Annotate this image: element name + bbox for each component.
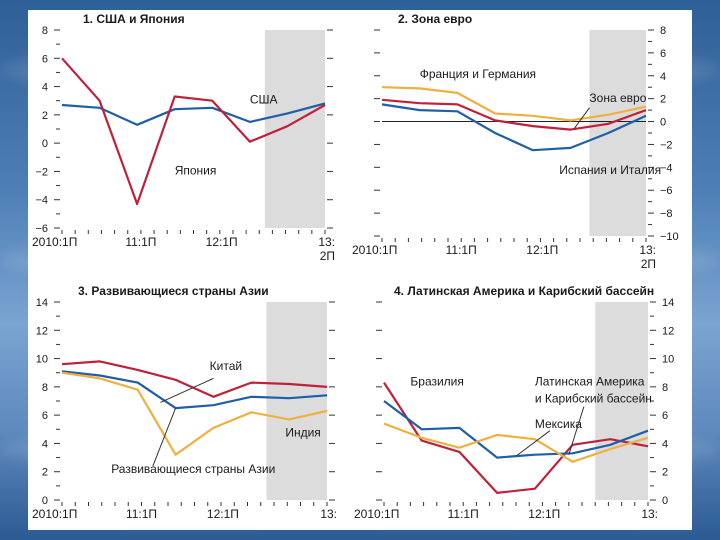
- y-tick-label: −6: [35, 223, 48, 235]
- x-tick-label: 11:1П: [125, 235, 156, 249]
- series-line-3: [61, 371, 328, 456]
- chart-title: 1. США и Япония: [83, 12, 185, 26]
- y-tick-label: 6: [42, 410, 48, 422]
- y-tick-label: 12: [662, 325, 674, 337]
- y-tick-label: 6: [660, 48, 666, 60]
- y-tick-label: −2: [35, 166, 48, 178]
- series-label: и Карибский бассейн: [535, 391, 652, 405]
- x-tick-label: 12:1П: [207, 507, 239, 521]
- leader-line: [160, 377, 214, 403]
- series-label: Китай: [210, 359, 242, 373]
- series-label: Латинская Америка: [535, 374, 645, 388]
- projection-shade: [589, 30, 646, 236]
- x-tick-label: 13:: [320, 507, 337, 521]
- series-line-2: [61, 57, 326, 206]
- x-tick-label: 12:1П: [526, 243, 558, 257]
- y-tick-label: 4: [42, 438, 48, 450]
- chart-title: 2. Зона евро: [398, 12, 472, 26]
- x-tick-label: 12:1П: [528, 507, 560, 521]
- y-tick-label: 8: [662, 382, 668, 394]
- series-label: Зона евро: [589, 91, 646, 105]
- y-tick-label: 8: [42, 382, 48, 394]
- series-line-2: [381, 98, 647, 131]
- chart-title: 3. Развивающиеся страны Азии: [78, 284, 269, 298]
- x-tick-label: 11:1П: [446, 243, 477, 257]
- series-label: США: [250, 93, 278, 107]
- x-tick-label: 11:1П: [126, 507, 157, 521]
- y-tick-label: 6: [662, 410, 668, 422]
- y-tick-label: 2: [42, 110, 48, 122]
- x-tick-label: 2П: [641, 257, 656, 271]
- x-tick-label: 12:1П: [206, 235, 238, 249]
- y-tick-label: 14: [36, 297, 48, 309]
- x-tick-label: 2010:1П: [32, 235, 77, 249]
- x-tick-label: 13:: [318, 235, 335, 249]
- series-line-1: [61, 102, 326, 126]
- series-line-3: [383, 422, 649, 463]
- y-tick-label: −6: [660, 185, 673, 197]
- y-tick-label: 8: [42, 25, 48, 37]
- chart-title: 4. Латинская Америка и Карибский бассейн: [394, 284, 654, 298]
- y-tick-label: −4: [660, 162, 673, 174]
- y-tick-label: 2: [662, 467, 668, 479]
- series-label: Испания и Италия: [559, 163, 661, 177]
- projection-shade: [266, 302, 327, 500]
- series-line-1: [381, 86, 647, 122]
- y-tick-label: 14: [662, 297, 674, 309]
- projection-shade: [264, 30, 325, 228]
- series-label: Индия: [285, 425, 320, 439]
- y-tick-label: 0: [42, 138, 48, 150]
- series-label: Бразилия: [410, 374, 464, 388]
- projection-shade: [595, 302, 648, 500]
- series-label: Япония: [175, 163, 217, 177]
- y-tick-label: 10: [36, 354, 48, 366]
- chart-canvas: 1. США и Япония −6 −4 −2 0 2 4 6 8 2010:1П 11:1П 12…: [32, 12, 679, 521]
- chart-panel: 1. США и Япония −6 −4 −2 0 2 4 6 8 2010:1П 11:1П 12…: [28, 10, 692, 530]
- series-line-1: [383, 382, 649, 494]
- y-tick-label: 2: [42, 467, 48, 479]
- y-tick-label: 4: [662, 438, 668, 450]
- leader-line: [568, 406, 585, 455]
- y-tick-label: 12: [36, 325, 48, 337]
- y-tick-label: 0: [662, 495, 668, 507]
- x-tick-label: 2010:1П: [32, 507, 77, 521]
- y-tick-label: 0: [660, 117, 666, 129]
- leader-line: [573, 107, 590, 129]
- leader-line: [515, 430, 551, 457]
- y-tick-label: 6: [42, 53, 48, 65]
- series-line-2: [61, 370, 328, 410]
- x-tick-label: 11:1П: [448, 507, 479, 521]
- series-line-3: [381, 103, 647, 152]
- x-tick-label: 13:: [641, 507, 658, 521]
- y-tick-label: 4: [42, 82, 48, 94]
- series-line-1: [61, 360, 328, 398]
- leader-line: [152, 407, 177, 467]
- series-label: Мексика: [535, 417, 582, 431]
- y-tick-label: −10: [660, 231, 679, 243]
- x-tick-label: 2010:1П: [354, 507, 399, 521]
- y-tick-label: −8: [660, 208, 673, 220]
- y-tick-label: 4: [660, 71, 666, 83]
- y-tick-label: 0: [42, 495, 48, 507]
- series-label: Франция и Германия: [420, 67, 536, 81]
- y-tick-label: −2: [660, 139, 673, 151]
- y-tick-label: −4: [35, 195, 48, 207]
- y-tick-label: 10: [662, 354, 674, 366]
- y-tick-label: 2: [660, 94, 666, 106]
- series-label: Развивающиеся страны Азии: [111, 462, 275, 476]
- y-tick-label: 8: [660, 25, 666, 37]
- x-tick-label: 2010:1П: [352, 243, 397, 257]
- x-tick-label: 13:: [639, 243, 656, 257]
- x-tick-label: 2П: [320, 249, 335, 263]
